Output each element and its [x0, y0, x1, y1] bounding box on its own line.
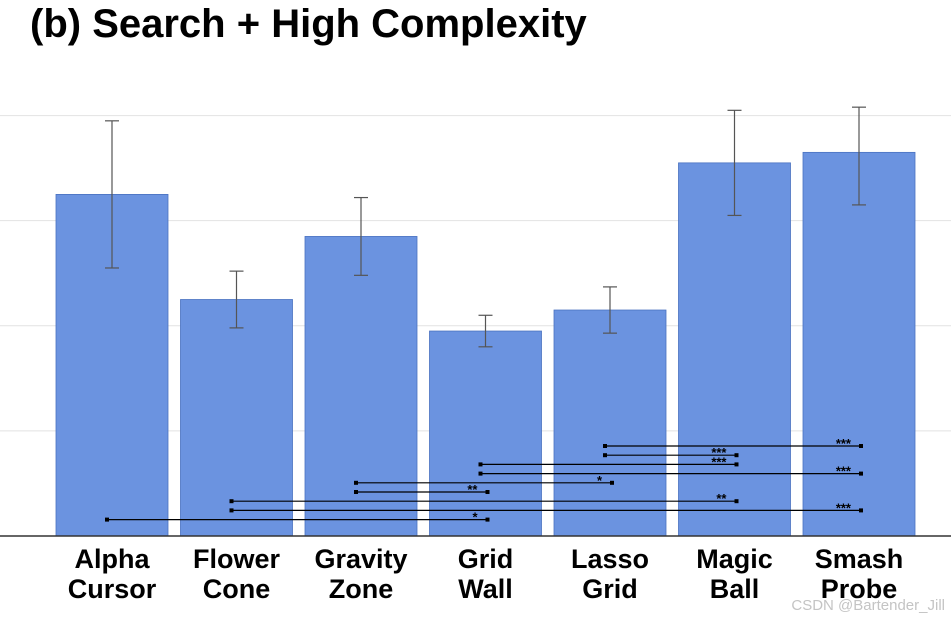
x-tick-label-line: Wall: [458, 574, 513, 604]
significance-bracket: ***: [603, 445, 739, 460]
x-tick-label-line: Flower: [193, 544, 281, 574]
error-bar: [478, 314, 493, 348]
x-tick-label-line: Smash: [815, 544, 904, 574]
x-tick-label: Flower Cone: [193, 544, 281, 604]
x-tick-label-line: Ball: [710, 574, 760, 604]
x-tick-label-line: Lasso: [571, 544, 649, 574]
watermark: CSDN @Bartender_Jill: [791, 597, 945, 614]
significance-marker-start: [603, 453, 607, 458]
significance-marker-end: [485, 517, 490, 522]
significance-bracket: **: [229, 491, 739, 506]
error-bars: [105, 106, 866, 348]
significance-marker-end: [734, 499, 739, 504]
x-tick-label-line: Zone: [329, 574, 394, 604]
significance-marker-start: [354, 480, 358, 485]
bar: [678, 162, 791, 537]
significance-marker-end: [610, 480, 614, 485]
significance-bracket: ***: [229, 500, 863, 515]
bar: [429, 330, 542, 537]
significance-bracket: ***: [478, 464, 863, 479]
significance-bracket: *: [105, 510, 490, 525]
x-tick-label-line: Grid: [582, 574, 638, 604]
error-bar: [603, 286, 617, 334]
significance-label: *: [472, 510, 478, 525]
bar: [180, 299, 293, 537]
bar: [304, 236, 418, 537]
error-bar: [105, 120, 119, 269]
bar: [802, 151, 916, 537]
significance-brackets: *********************: [105, 436, 863, 525]
significance-marker-start: [603, 444, 607, 448]
x-tick-label: Magic Ball: [696, 544, 773, 604]
x-tick-label-line: Magic: [696, 544, 773, 574]
significance-marker-end: [734, 453, 739, 458]
significance-marker-start: [229, 508, 234, 513]
significance-label: **: [467, 482, 478, 497]
significance-marker-start: [478, 471, 483, 476]
error-bar: [727, 109, 742, 217]
significance-bracket: ***: [478, 454, 739, 469]
significance-marker-end: [859, 444, 863, 448]
x-tick-label: Grid Wall: [458, 544, 514, 604]
x-tick-label-line: Alpha: [74, 544, 150, 574]
significance-label: ***: [711, 445, 727, 460]
significance-marker-end: [859, 508, 863, 513]
x-tick-label: Smash Probe: [815, 544, 904, 604]
x-tick-label: Alpha Cursor: [68, 544, 157, 604]
chart-title: (b) Search + High Complexity: [30, 2, 587, 46]
x-tick-label-line: Gravity: [314, 544, 407, 574]
significance-marker-start: [105, 517, 109, 522]
error-bar: [229, 270, 244, 329]
significance-label: **: [716, 491, 727, 506]
x-tick-label: Lasso Grid: [571, 544, 649, 604]
error-bar: [852, 106, 866, 206]
significance-label: *: [597, 473, 603, 488]
significance-label: ***: [836, 436, 852, 451]
significance-marker-start: [229, 499, 234, 504]
significance-marker-end: [485, 490, 490, 494]
significance-label: ***: [836, 500, 852, 515]
significance-marker-end: [734, 462, 739, 467]
significance-label: ***: [836, 464, 852, 479]
x-tick-label-line: Grid: [458, 544, 514, 574]
significance-bracket: ***: [603, 436, 863, 451]
x-tick-label-line: Cone: [203, 574, 271, 604]
x-tick-label-line: Probe: [821, 574, 898, 604]
significance-label: ***: [711, 454, 727, 469]
significance-marker-start: [478, 462, 483, 467]
x-tick-label: Gravity Zone: [314, 544, 407, 604]
bar: [553, 309, 667, 537]
error-bar: [354, 196, 368, 276]
significance-bracket: **: [354, 482, 490, 497]
significance-marker-end: [859, 471, 863, 476]
significance-bracket: *: [354, 473, 614, 488]
significance-marker-start: [354, 490, 358, 494]
x-tick-label-line: Cursor: [68, 574, 157, 604]
